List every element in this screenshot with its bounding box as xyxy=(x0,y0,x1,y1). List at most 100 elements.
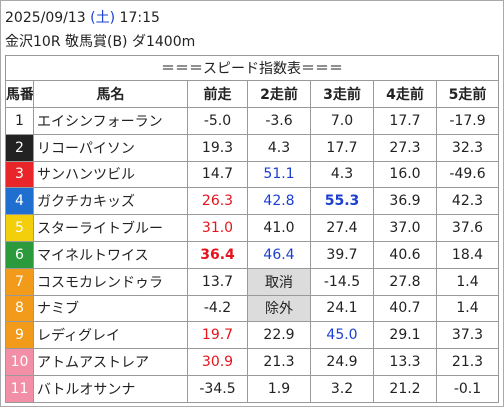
speed-index: 37.3 xyxy=(435,321,500,350)
speed-index: 14.7 xyxy=(187,160,248,189)
race-info: 金沢10R 敬馬賞(B) ダ1400m xyxy=(5,34,196,50)
horse-row: 3 サンハンツビル 14.7 51.1 4.3 16.0 -49.6 xyxy=(5,160,500,189)
speed-index: 3.2 xyxy=(310,374,374,403)
horse-number: 5 xyxy=(5,214,34,242)
horse-row: 2 リコーパイソン 19.3 4.3 17.7 27.3 32.3 xyxy=(5,133,500,162)
horse-row: 8 ナミブ -4.2 除外 24.1 40.7 1.4 xyxy=(5,294,500,323)
table-title: ＝＝＝スピード指数表＝＝＝ xyxy=(4,55,500,81)
speed-index: 36.4 xyxy=(187,240,248,269)
horse-name: エイシンフォーラン xyxy=(33,107,188,135)
speed-index: 21.3 xyxy=(247,348,311,376)
speed-index: 取消 xyxy=(247,267,311,296)
horse-number: 10 xyxy=(5,348,34,376)
speed-index: -34.5 xyxy=(187,374,248,403)
horse-row: 1 エイシンフォーラン -5.0 -3.6 7.0 17.7 -17.9 xyxy=(5,107,500,135)
horse-number: 2 xyxy=(5,133,34,162)
speed-index: 31.0 xyxy=(187,214,248,242)
speed-index: 19.7 xyxy=(187,321,248,350)
horse-number: 4 xyxy=(5,187,34,216)
time: 17:15 xyxy=(119,10,160,26)
speed-index: 37.0 xyxy=(373,214,437,242)
horse-name: リコーパイソン xyxy=(33,133,188,162)
horse-number: 3 xyxy=(5,160,34,189)
speed-index: 40.6 xyxy=(373,240,437,269)
horse-number: 6 xyxy=(5,240,34,269)
title-row: ＝＝＝スピード指数表＝＝＝ xyxy=(4,55,500,81)
speed-index: 42.3 xyxy=(435,187,500,216)
speed-index: 30.9 xyxy=(187,348,248,376)
column-header: 前走 xyxy=(187,80,248,108)
horse-name: バトルオサンナ xyxy=(33,374,188,403)
speed-index: 27.4 xyxy=(310,214,374,242)
column-header: 2走前 xyxy=(247,80,311,108)
speed-index: -3.6 xyxy=(247,107,311,135)
speed-index: 32.3 xyxy=(435,133,500,162)
speed-index: 除外 xyxy=(247,294,311,323)
speed-index: -17.9 xyxy=(435,107,500,135)
speed-index: 46.4 xyxy=(247,240,311,269)
column-header: 馬番 xyxy=(5,80,34,108)
speed-index: -0.1 xyxy=(435,374,500,403)
speed-index: 40.7 xyxy=(373,294,437,323)
speed-table: ＝＝＝スピード指数表＝＝＝ 馬番 馬名 前走 2走前 3走前 4走前 5走前 1 エイシンフォーラ… xyxy=(4,55,500,403)
horse-row: 5 スターライトブルー 31.0 41.0 27.4 37.0 37.6 xyxy=(5,214,500,242)
horse-row: 4 ガクチカキッズ 26.3 42.8 55.3 36.9 42.3 xyxy=(5,187,500,216)
speed-index: 17.7 xyxy=(310,133,374,162)
horse-name: マイネルトワイス xyxy=(33,240,188,269)
speed-index: 21.3 xyxy=(435,348,500,376)
column-header: 3走前 xyxy=(310,80,374,108)
speed-index: 4.3 xyxy=(247,133,311,162)
speed-index: 26.3 xyxy=(187,187,248,216)
speed-index: 18.4 xyxy=(435,240,500,269)
horse-number: 9 xyxy=(5,321,34,350)
column-header: 馬名 xyxy=(33,80,188,108)
speed-index: 4.3 xyxy=(310,160,374,189)
horse-name: コスモカレンドゥラ xyxy=(33,267,188,296)
speed-index: -14.5 xyxy=(310,267,374,296)
horse-number: 7 xyxy=(5,267,34,296)
horse-row: 11 バトルオサンナ -34.5 1.9 3.2 21.2 -0.1 xyxy=(5,374,500,403)
speed-index: -5.0 xyxy=(187,107,248,135)
speed-index: 19.3 xyxy=(187,133,248,162)
speed-index: 21.2 xyxy=(373,374,437,403)
horse-row: 9 レディグレイ 19.7 22.9 45.0 29.1 37.3 xyxy=(5,321,500,350)
weekday: (土) xyxy=(90,10,116,26)
header-row: 馬番 馬名 前走 2走前 3走前 4走前 5走前 xyxy=(5,80,500,108)
speed-index: 1.9 xyxy=(247,374,311,403)
horse-name: スターライトブルー xyxy=(33,214,188,242)
speed-index: -4.2 xyxy=(187,294,248,323)
horse-name: ガクチカキッズ xyxy=(33,187,188,216)
horse-number: 11 xyxy=(5,374,34,403)
speed-index: 24.9 xyxy=(310,348,374,376)
speed-index: 1.4 xyxy=(435,294,500,323)
column-header: 4走前 xyxy=(373,80,437,108)
speed-index: 36.9 xyxy=(373,187,437,216)
speed-index: 41.0 xyxy=(247,214,311,242)
horse-name: サンハンツビル xyxy=(33,160,188,189)
column-header: 5走前 xyxy=(435,80,500,108)
speed-index: 27.3 xyxy=(373,133,437,162)
speed-index: 37.6 xyxy=(435,214,500,242)
horse-row: 7 コスモカレンドゥラ 13.7 取消 -14.5 27.8 1.4 xyxy=(5,267,500,296)
speed-index: 51.1 xyxy=(247,160,311,189)
horse-number: 1 xyxy=(5,107,34,135)
horse-name: レディグレイ xyxy=(33,321,188,350)
speed-index: 39.7 xyxy=(310,240,374,269)
speed-index: 16.0 xyxy=(373,160,437,189)
speed-index: 13.7 xyxy=(187,267,248,296)
horse-name: ナミブ xyxy=(33,294,188,323)
speed-index: 29.1 xyxy=(373,321,437,350)
speed-index: 24.1 xyxy=(310,294,374,323)
date: 2025/09/13 xyxy=(5,10,86,26)
horse-number: 8 xyxy=(5,294,34,323)
speed-index: 27.8 xyxy=(373,267,437,296)
speed-index: 17.7 xyxy=(373,107,437,135)
date-line: 2025/09/13 (土) 17:15 xyxy=(5,7,160,27)
speed-index: 7.0 xyxy=(310,107,374,135)
horse-row: 6 マイネルトワイス 36.4 46.4 39.7 40.6 18.4 xyxy=(5,240,500,269)
speed-index: 55.3 xyxy=(310,187,374,216)
horse-row: 10 アトムアストレア 30.9 21.3 24.9 13.3 21.3 xyxy=(5,348,500,376)
speed-index: 22.9 xyxy=(247,321,311,350)
speed-index: 45.0 xyxy=(310,321,374,350)
